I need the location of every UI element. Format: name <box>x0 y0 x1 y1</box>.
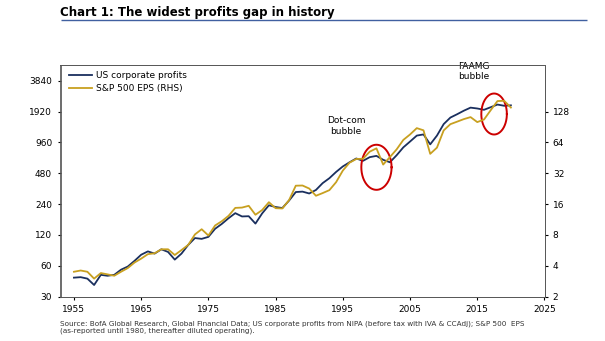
US corporate profits <box>265 203 272 207</box>
S&P 500 EPS (RHS) <box>91 277 98 281</box>
US corporate profits <box>70 276 77 280</box>
S&P 500 EPS (RHS) <box>111 274 118 278</box>
US corporate profits <box>507 103 514 107</box>
Text: Dot-com
bubble: Dot-com bubble <box>327 116 365 135</box>
US corporate profits <box>420 132 427 136</box>
S&P 500 EPS (RHS) <box>500 99 508 103</box>
US corporate profits <box>212 227 219 231</box>
US corporate profits <box>494 103 501 107</box>
US corporate profits <box>111 273 118 277</box>
US corporate profits <box>91 283 98 287</box>
S&P 500 EPS (RHS) <box>70 270 77 274</box>
S&P 500 EPS (RHS) <box>185 243 192 247</box>
S&P 500 EPS (RHS) <box>420 128 427 132</box>
S&P 500 EPS (RHS) <box>212 223 219 227</box>
US corporate profits <box>185 243 192 247</box>
S&P 500 EPS (RHS) <box>265 200 272 204</box>
Legend: US corporate profits, S&P 500 EPS (RHS): US corporate profits, S&P 500 EPS (RHS) <box>65 67 191 97</box>
Text: FAAMG
bubble: FAAMG bubble <box>458 62 489 81</box>
Line: US corporate profits: US corporate profits <box>74 105 511 285</box>
Line: S&P 500 EPS (RHS): S&P 500 EPS (RHS) <box>74 101 511 279</box>
Text: Source: BofA Global Research, Global Financial Data; US corporate profits from N: Source: BofA Global Research, Global Fin… <box>60 320 525 334</box>
S&P 500 EPS (RHS) <box>272 206 280 210</box>
US corporate profits <box>272 205 280 209</box>
Text: Chart 1: The widest profits gap in history: Chart 1: The widest profits gap in histo… <box>60 6 335 19</box>
S&P 500 EPS (RHS) <box>507 105 514 109</box>
